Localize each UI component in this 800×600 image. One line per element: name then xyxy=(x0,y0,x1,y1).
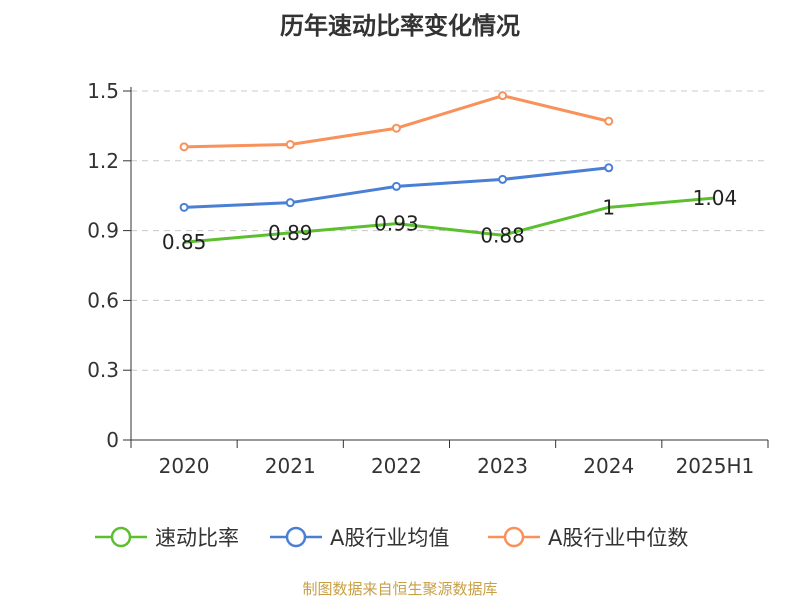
data-source-note: 制图数据来自恒生聚源数据库 xyxy=(302,580,498,598)
chart-title: 历年速动比率变化情况 xyxy=(280,12,520,40)
y-tick-label: 1.5 xyxy=(87,79,119,103)
data-point xyxy=(179,142,189,152)
legend-label: 速动比率 xyxy=(155,526,239,550)
x-tick-label: 2022 xyxy=(371,454,422,478)
legend-label: A股行业均值 xyxy=(330,526,450,550)
series-line-0 xyxy=(183,196,716,244)
x-tick-label: 2025H1 xyxy=(676,454,755,478)
data-point xyxy=(285,140,295,150)
data-point xyxy=(179,202,189,212)
chart-legend: 速动比率 A股行业均值 A股行业中位数 xyxy=(0,522,800,552)
data-label: 0.89 xyxy=(268,221,313,245)
x-tick-label: 2021 xyxy=(265,454,316,478)
y-tick-label: 0.3 xyxy=(87,358,119,382)
x-tick-label: 2023 xyxy=(477,454,528,478)
data-point xyxy=(391,181,401,191)
data-label: 1.04 xyxy=(693,186,738,210)
data-label: 0.85 xyxy=(162,230,207,254)
data-point xyxy=(604,163,614,173)
x-tick-label: 2020 xyxy=(159,454,210,478)
y-tick-label: 0 xyxy=(106,428,119,452)
data-label: 1 xyxy=(602,195,615,219)
legend-line-marker-icon xyxy=(95,526,147,548)
data-point xyxy=(391,123,401,133)
legend-line-marker-icon xyxy=(270,526,322,548)
legend-item-quick-ratio[interactable]: 速动比率 xyxy=(95,522,239,552)
data-label: 0.93 xyxy=(374,212,419,236)
data-point xyxy=(285,198,295,208)
y-tick-label: 0.9 xyxy=(87,219,119,243)
data-label: 0.88 xyxy=(480,223,525,247)
data-point xyxy=(498,91,508,101)
legend-item-industry-median[interactable]: A股行业中位数 xyxy=(488,522,688,552)
legend-label: A股行业中位数 xyxy=(548,526,689,550)
x-tick-label: 2024 xyxy=(583,454,634,478)
data-point xyxy=(498,174,508,184)
y-tick-label: 1.2 xyxy=(87,149,119,173)
series-line-2 xyxy=(184,94,610,149)
legend-item-industry-average[interactable]: A股行业均值 xyxy=(270,522,449,552)
y-tick-label: 0.6 xyxy=(87,288,119,312)
data-point xyxy=(604,116,614,126)
legend-line-marker-icon xyxy=(488,526,540,548)
